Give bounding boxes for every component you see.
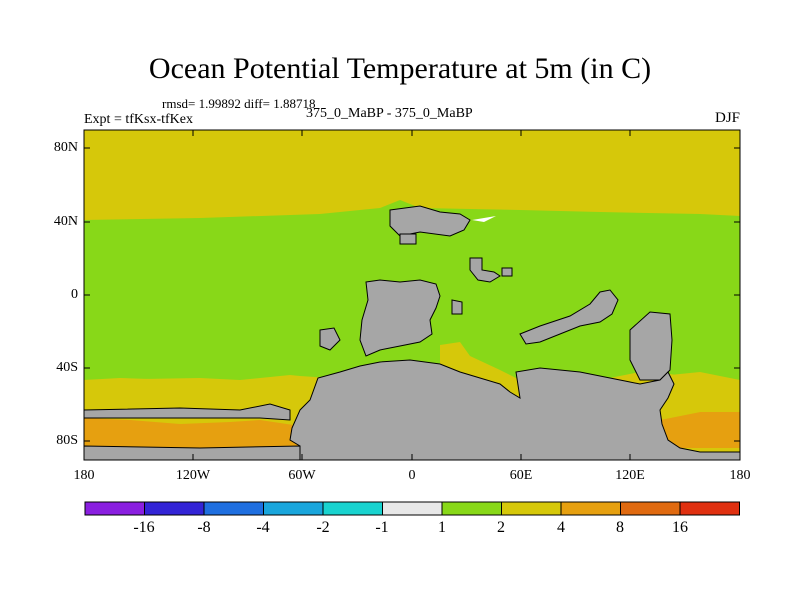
- lat-label-80n: 80N: [53, 140, 78, 155]
- experiment-label: Expt = tfKsx-tfKex: [84, 112, 193, 127]
- map-title: Ocean Potential Temperature at 5m (in C): [148, 52, 652, 85]
- band-2-4-south: [84, 375, 300, 410]
- colorbar-label: -2: [316, 519, 330, 536]
- colorbar-swatch: [84, 501, 145, 516]
- tick-marks: [84, 130, 740, 460]
- colorbar-label: -4: [256, 519, 270, 536]
- lon-label-180w: 180: [73, 468, 95, 483]
- colorbar-swatch: [679, 501, 740, 516]
- band-4-8-south-east: [660, 412, 740, 448]
- colorbar-swatch: [620, 501, 681, 516]
- colorbar-swatch: [501, 501, 562, 516]
- lat-label-0: 0: [71, 287, 78, 302]
- colorbar-swatch: [560, 501, 621, 516]
- stats-text: rmsd= 1.99892 diff= 1.88718: [162, 96, 316, 111]
- colorbar-label: -16: [133, 519, 155, 536]
- colorbar-label: 16: [672, 519, 688, 536]
- lon-label-120w: 120W: [175, 468, 211, 483]
- colorbar-swatch: [263, 501, 324, 516]
- colorbar-label: 1: [438, 519, 446, 536]
- colorbar-swatch: [322, 501, 383, 516]
- colorbar-swatch: [382, 501, 443, 516]
- colorbar-swatch: [441, 501, 502, 516]
- colorbar: [84, 501, 740, 516]
- ice-feature: [472, 216, 496, 222]
- lon-label-60e: 60E: [509, 468, 533, 483]
- colorbar-label: 2: [497, 519, 505, 536]
- lat-label-40s: 40S: [56, 360, 78, 375]
- map-plot: [83, 129, 741, 461]
- lon-label-60w: 60W: [288, 468, 316, 483]
- colorbar-swatch: [144, 501, 205, 516]
- lon-label-180e: 180: [729, 468, 751, 483]
- lat-label-80s: 80S: [56, 433, 78, 448]
- colorbar-label: -1: [375, 519, 389, 536]
- subtitle: 375_0_MaBP - 375_0_MaBP: [306, 106, 473, 121]
- lon-label-0: 0: [408, 468, 416, 483]
- lat-label-40n: 40N: [53, 214, 78, 229]
- colorbar-label: 8: [616, 519, 624, 536]
- season-label: DJF: [714, 110, 740, 126]
- colorbar-label: -8: [197, 519, 211, 536]
- lon-label-120e: 120E: [615, 468, 645, 483]
- colorbar-label: 4: [557, 519, 565, 536]
- colorbar-swatch: [203, 501, 264, 516]
- band-4-8-south-west: [84, 418, 300, 448]
- band-2-4-east-patch: [660, 392, 740, 420]
